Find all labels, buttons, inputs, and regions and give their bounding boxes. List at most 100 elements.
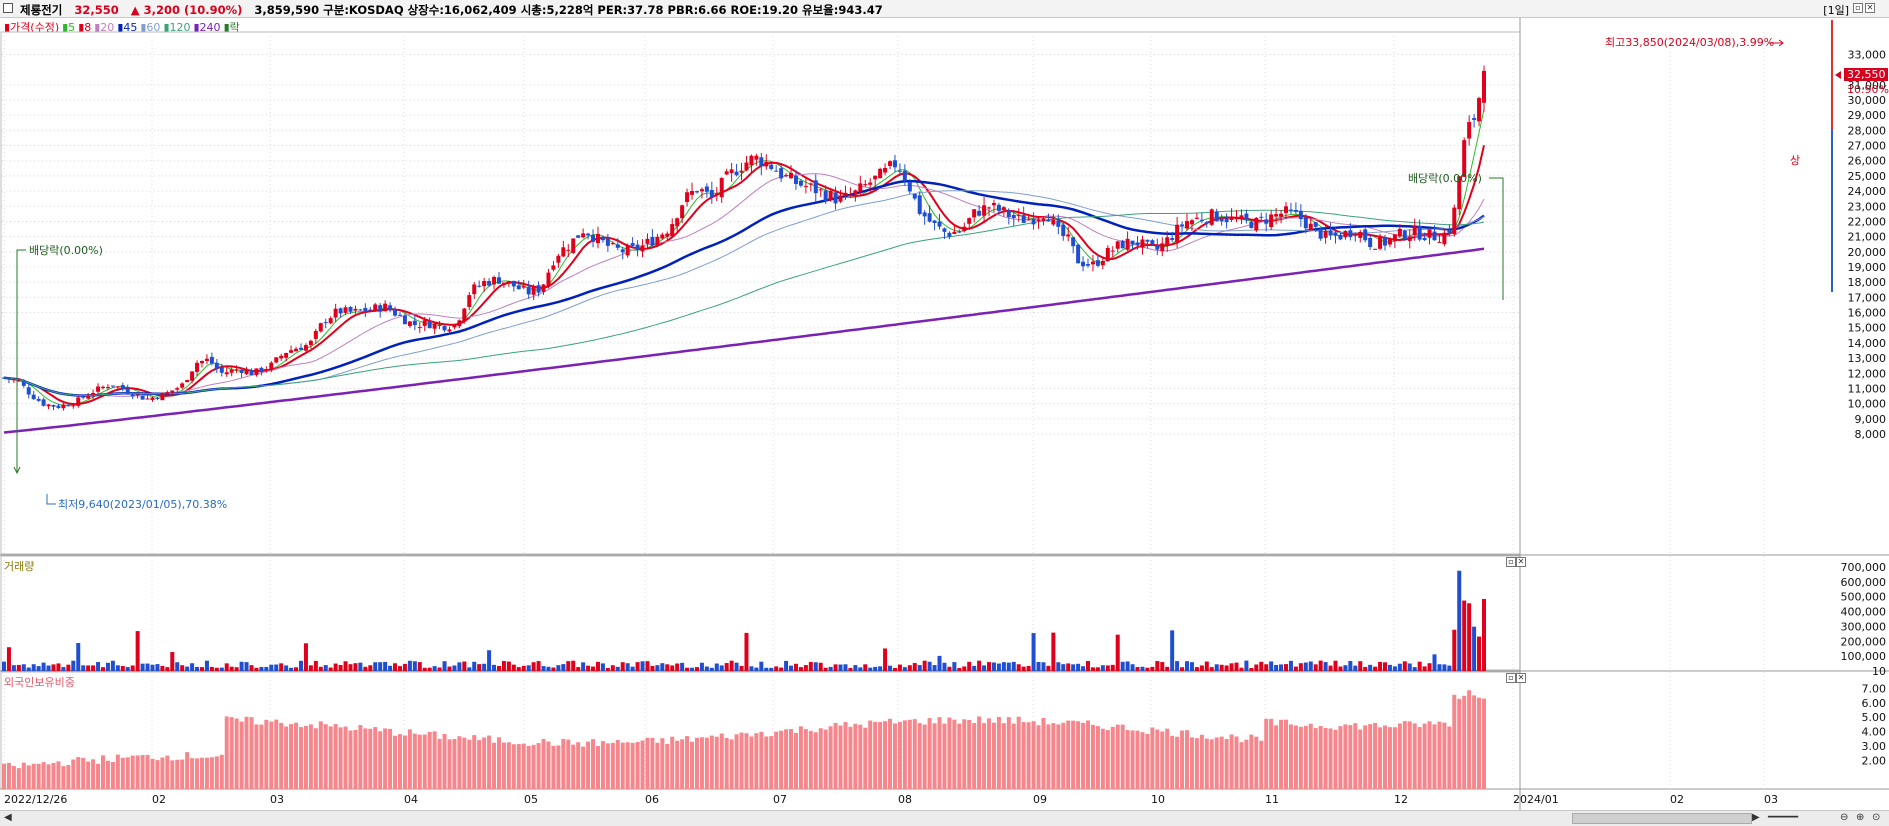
horizontal-scrollbar[interactable]: ◀ ▶ ━━━━━ ⊖ ⊕ ⊙	[0, 810, 1889, 826]
candle-body-198	[982, 205, 987, 216]
minimize-icon[interactable]: ▫	[1853, 3, 1863, 13]
foreign-panel-max-icon[interactable]: ▫	[1506, 673, 1516, 683]
period-indicator[interactable]: [1일]	[1823, 4, 1849, 17]
foreign-bar-245	[1214, 737, 1219, 789]
volume-bar-292	[1447, 665, 1452, 671]
foreign-bar-179	[888, 718, 893, 789]
volume-bar-102	[506, 661, 511, 671]
candle-body-248	[1229, 216, 1234, 220]
foreign-bar-9	[46, 764, 51, 789]
foreign-bar-172	[853, 723, 858, 789]
foreign-bar-64	[318, 721, 323, 789]
volume-bar-244	[1209, 667, 1214, 671]
candle-body-17	[86, 395, 91, 399]
legend-item-1[interactable]: ▮5	[62, 21, 76, 34]
candle-body-163	[808, 183, 813, 185]
foreign-bar-262	[1298, 726, 1303, 789]
legend-item-7[interactable]: ▮240	[193, 21, 221, 34]
volume-bar-110	[546, 666, 551, 671]
legend-item-4[interactable]: ▮45	[117, 21, 138, 34]
foreign-bar-102	[506, 742, 511, 789]
candle-body-2	[11, 379, 16, 381]
scroll-left-icon[interactable]: ◀	[4, 812, 12, 823]
zoom-out-icon[interactable]: ⊖	[1840, 812, 1849, 823]
candle-body-141	[699, 189, 704, 192]
volume-bar-281	[1392, 666, 1397, 671]
foreign-bar-147	[729, 739, 734, 789]
legend-item-2[interactable]: ▮8	[78, 21, 92, 34]
candle-body-261	[1293, 210, 1298, 212]
candle-body-224	[1110, 250, 1115, 252]
volume-bar-79	[393, 663, 398, 671]
volume-panel-close-icon[interactable]: ✕	[1516, 557, 1526, 567]
volume-bar-247	[1224, 665, 1229, 671]
candle-body-146	[724, 171, 729, 175]
candle-body-43	[214, 362, 219, 369]
volume-bar-148	[734, 662, 739, 671]
candle-body-83	[412, 320, 417, 326]
candle-body-64	[318, 323, 323, 332]
volume-bar-223	[1105, 665, 1110, 671]
foreign-bar-108	[536, 743, 541, 789]
foreign-bar-268	[1328, 728, 1333, 789]
foreign-bar-284	[1407, 721, 1412, 789]
foreign-bar-243	[1204, 738, 1209, 789]
legend-item-6[interactable]: ▮120	[163, 21, 191, 34]
candle-body-260	[1288, 209, 1293, 211]
foreign-bar-0	[2, 763, 6, 789]
volume-bar-31	[155, 664, 160, 671]
legend-item-5[interactable]: ▮60	[140, 21, 161, 34]
legend-item-8[interactable]: ▮락	[223, 21, 240, 34]
volume-bar-14	[71, 660, 76, 671]
candle-body-71	[353, 308, 358, 311]
zoom-in-icon[interactable]: ⊕	[1856, 812, 1865, 823]
volume-bar-183	[907, 665, 912, 671]
foreign-bar-55	[274, 719, 279, 789]
foreign-bar-72	[358, 725, 363, 789]
foreign-panel-close-icon[interactable]: ✕	[1516, 673, 1526, 683]
candle-body-250	[1239, 215, 1244, 220]
foreign-tick-0: 2.00	[1862, 754, 1887, 767]
volume-bar-192	[952, 662, 957, 671]
volume-panel-max-icon[interactable]: ▫	[1506, 557, 1516, 567]
volume-bar-157	[779, 667, 784, 671]
foreign-bar-5	[26, 765, 31, 789]
close-icon[interactable]: ✕	[1865, 3, 1875, 13]
volume-bar-209	[1036, 662, 1041, 671]
candle-body-279	[1383, 237, 1388, 246]
zoom-reset-icon[interactable]: ⊙	[1872, 812, 1881, 823]
stock-price: 32,550	[74, 3, 119, 17]
volume-bar-62	[308, 665, 313, 671]
volume-bar-216	[1071, 664, 1076, 671]
candle-body-107	[531, 286, 536, 295]
legend-item-0[interactable]: ▮가격(수정)	[4, 21, 60, 34]
date-tick-7: 08	[898, 793, 912, 806]
candle-body-121	[600, 236, 605, 241]
foreign-bar-137	[680, 739, 685, 789]
candle-body-11	[56, 405, 61, 408]
volume-bar-277	[1373, 666, 1378, 671]
zoom-slider-icon[interactable]: ━━━━━	[1768, 812, 1799, 823]
candle-body-98	[487, 281, 492, 286]
volume-bar-82	[407, 660, 412, 671]
volume-bar-280	[1387, 664, 1392, 671]
foreign-bar-101	[501, 742, 506, 789]
candle-body-58	[289, 350, 294, 353]
scroll-right-icon[interactable]: ▶	[1752, 812, 1760, 823]
volume-bar-191	[947, 666, 952, 671]
foreign-bar-144	[714, 736, 719, 789]
volume-bar-43	[214, 667, 219, 671]
foreign-bar-35	[175, 759, 180, 789]
foreign-bar-170	[843, 722, 848, 789]
legend-item-3[interactable]: ▮20	[94, 21, 115, 34]
volume-bar-227	[1125, 661, 1130, 671]
candle-body-193	[957, 231, 962, 233]
scrollbar-thumb[interactable]	[1572, 813, 1752, 824]
candle-body-51	[254, 368, 259, 375]
select-checkbox[interactable]	[3, 3, 13, 13]
foreign-bar-190	[942, 723, 947, 789]
candle-body-34	[170, 390, 175, 393]
price-tick-10: 18,000	[1848, 276, 1887, 289]
foreign-bar-187	[927, 718, 932, 789]
